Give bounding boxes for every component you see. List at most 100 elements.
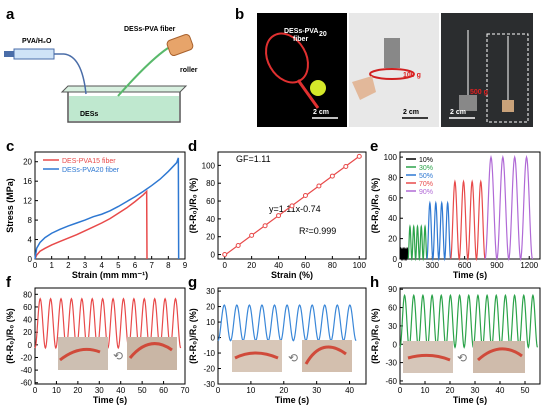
legend-label: 90%	[419, 189, 433, 196]
panel-b-label: b	[235, 6, 244, 23]
plot-frame	[34, 151, 186, 260]
data-point	[262, 223, 268, 229]
x-tick-label: 40	[116, 386, 125, 395]
x-axis-label: Time (s)	[453, 270, 487, 280]
data-point	[316, 183, 322, 189]
panel-a-label: a	[6, 6, 15, 23]
legend-label: DES-PVA15 fiber	[62, 158, 116, 165]
syringe-icon	[4, 48, 87, 95]
x-tick-label: 600	[458, 261, 472, 270]
data-point	[276, 213, 282, 219]
x-tick-label: 6	[133, 261, 138, 270]
y-tick-label: 80	[206, 179, 215, 188]
y-axis-label: Stress (MPa)	[5, 178, 15, 233]
panel-a: a DESs PVA/H₂O DESs-PVA fiber roller	[4, 6, 198, 123]
x-tick-label: 20	[247, 261, 256, 270]
x-tick-label: 80	[328, 261, 337, 270]
x-tick-label: 30	[312, 386, 321, 395]
x-tick-label: 20	[279, 386, 288, 395]
series-line	[399, 293, 539, 349]
chart-h: 0 10 20 30 40 50 -60 -30 0 30 60 90 Time (s) (R-R₀)/R…	[370, 285, 541, 405]
racket-label-2: fiber	[293, 36, 308, 43]
y-tick-label: 30	[388, 322, 397, 331]
x-tick-label: 4	[99, 261, 104, 270]
y-tick-label: 100	[202, 161, 216, 170]
scale-bar-3: 2 cm	[450, 109, 466, 116]
y-tick-label: 0	[211, 251, 216, 260]
plot-frame	[399, 287, 541, 385]
refresh-icon: ⟲	[288, 351, 298, 365]
y-tick-label: 80	[388, 173, 397, 182]
x-tick-label: 40	[496, 386, 505, 395]
x-tick-label: 5	[116, 261, 121, 270]
y-axis-label: (R-R₀)/R₀ (%)	[5, 308, 15, 364]
y-tick-label: 40	[206, 215, 215, 224]
x-tick-label: 10	[52, 386, 61, 395]
legend-label: 10%	[419, 157, 433, 164]
y-tick-label: -10	[203, 349, 215, 358]
legend-label: DESs-PVA20 fiber	[62, 167, 120, 174]
series-line	[217, 304, 357, 342]
plot-frame	[217, 151, 367, 260]
x-tick-label: 100	[353, 261, 367, 270]
x-tick-label: 10	[246, 386, 255, 395]
y-tick-label: 20	[206, 303, 215, 312]
racket-label: DESs-PVA	[284, 28, 319, 35]
y-tick-label: 0	[28, 341, 33, 350]
bath-liquid	[69, 96, 179, 121]
x-tick-label: 1	[49, 261, 54, 270]
y-axis-label: (R-R₀)/R₀ (%)	[188, 178, 198, 234]
hand-icon	[352, 76, 376, 100]
panel-h-label: h	[370, 274, 379, 291]
x-tick-label: 900	[490, 261, 504, 270]
y-axis-label: (R-R₀)/R₀ (%)	[188, 308, 198, 364]
panel-c-label: c	[6, 138, 14, 155]
panel-e-label: e	[370, 138, 378, 155]
fit-equation: y=1.11x-0.74	[269, 204, 321, 214]
plot-frame	[399, 151, 541, 260]
y-tick-label: 60	[206, 197, 215, 206]
x-tick-label: 10	[421, 386, 430, 395]
y-tick-label: 4	[28, 236, 33, 245]
weight-label: 100 g	[403, 72, 421, 79]
refresh-icon: ⟲	[457, 351, 467, 365]
y-tick-label: -20	[20, 353, 32, 362]
y-axis-label: (R-R₀)/R₀ (%)	[370, 308, 380, 364]
y-tick-label: 60	[388, 194, 397, 203]
y-tick-label: 0	[393, 255, 398, 264]
hanging-weight-icon	[459, 95, 477, 111]
y-tick-label: 20	[23, 158, 32, 167]
series-line	[407, 224, 428, 262]
scale-bar-2: 2 cm	[403, 109, 419, 116]
x-tick-label: 20	[73, 386, 82, 395]
racket-label-sub: 20	[319, 31, 327, 38]
y-tick-label: -40	[20, 366, 32, 375]
y-tick-label: 40	[388, 214, 397, 223]
x-tick-label: 60	[159, 386, 168, 395]
bath-label: DESs	[80, 111, 98, 118]
refresh-icon: ⟲	[113, 349, 123, 363]
scale-bar-1: 2 cm	[313, 109, 329, 116]
y-tick-label: 0	[211, 334, 216, 343]
roller-label: roller	[180, 67, 198, 74]
y-tick-label: -30	[203, 380, 215, 389]
chart-d: 0 20 40 60 80 100 0 20 40 60 80 100 Strain (%) (R-R₀)…	[188, 151, 367, 280]
chart-e: 0 300 600 900 1200 0 20 40 60 80 100 Time (s) (R-R₀)…	[370, 151, 541, 280]
data-point	[235, 243, 241, 249]
photo-insets: ⟲ ⟲ ⟲	[58, 337, 525, 373]
fiber-label: DESs-PVA fiber	[124, 26, 176, 33]
inset-g-2	[302, 340, 352, 372]
data-point	[343, 164, 349, 170]
bath-outline	[67, 88, 181, 123]
y-tick-label: 12	[23, 197, 32, 206]
data-point	[222, 252, 228, 258]
x-tick-label: 50	[521, 386, 530, 395]
x-axis-label: Time (s)	[93, 395, 127, 405]
plot-frame	[34, 287, 186, 385]
x-tick-label: 30	[471, 386, 480, 395]
pva-label: PVA/H₂O	[22, 38, 52, 45]
y-tick-label: 90	[388, 285, 397, 294]
panel-g-label: g	[188, 274, 197, 291]
